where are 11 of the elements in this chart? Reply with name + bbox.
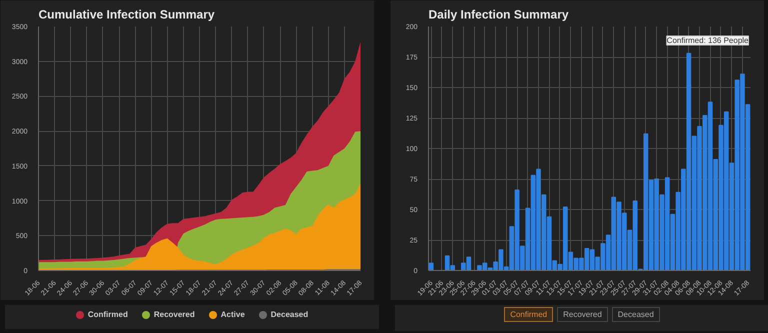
annotation: Confirmed: 136 People bbox=[666, 36, 750, 45]
legend-label: Confirmed bbox=[86, 310, 128, 319]
legend-label: Recovered bbox=[152, 310, 195, 319]
chart-title: Cumulative Infection Summary bbox=[38, 8, 215, 22]
legend-label: Active bbox=[220, 310, 245, 319]
text: Deceased bbox=[612, 307, 660, 322]
text: Recovered bbox=[557, 307, 608, 322]
text: Confirmed bbox=[504, 307, 554, 322]
bar bbox=[428, 262, 434, 270]
legend-label: Deceased bbox=[270, 310, 308, 319]
chart-title: Daily Infection Summary bbox=[428, 8, 569, 22]
